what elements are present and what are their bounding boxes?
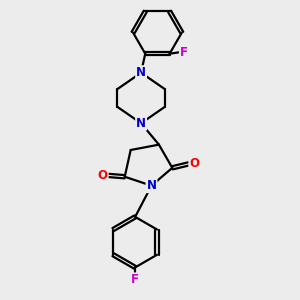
Text: N: N <box>146 179 157 192</box>
Text: O: O <box>189 157 199 170</box>
Text: F: F <box>180 46 188 59</box>
Text: N: N <box>136 66 146 79</box>
Text: F: F <box>131 273 139 286</box>
Text: O: O <box>98 169 108 182</box>
Text: N: N <box>136 117 146 130</box>
